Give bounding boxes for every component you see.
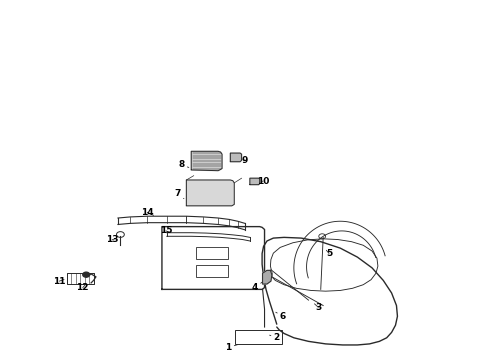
Text: 12: 12: [76, 283, 89, 292]
Text: 4: 4: [251, 282, 262, 292]
Text: 1: 1: [225, 343, 238, 352]
Bar: [235, 330, 282, 344]
Bar: [196, 265, 228, 277]
Text: 15: 15: [160, 226, 172, 235]
Text: 2: 2: [270, 333, 280, 342]
Text: 7: 7: [174, 189, 184, 199]
Text: 10: 10: [257, 176, 270, 185]
Polygon shape: [263, 270, 272, 284]
Text: 13: 13: [106, 235, 119, 244]
Polygon shape: [191, 151, 222, 171]
Polygon shape: [186, 180, 234, 206]
Bar: [196, 247, 228, 259]
Polygon shape: [250, 178, 260, 185]
Bar: [67, 273, 94, 284]
Circle shape: [83, 272, 90, 277]
Text: 14: 14: [141, 208, 153, 217]
Text: 6: 6: [276, 312, 286, 321]
Polygon shape: [230, 153, 242, 162]
Text: 11: 11: [53, 276, 66, 285]
Text: 8: 8: [178, 161, 189, 170]
Text: 9: 9: [242, 156, 248, 165]
Text: 5: 5: [326, 249, 332, 258]
Text: 3: 3: [315, 303, 321, 312]
